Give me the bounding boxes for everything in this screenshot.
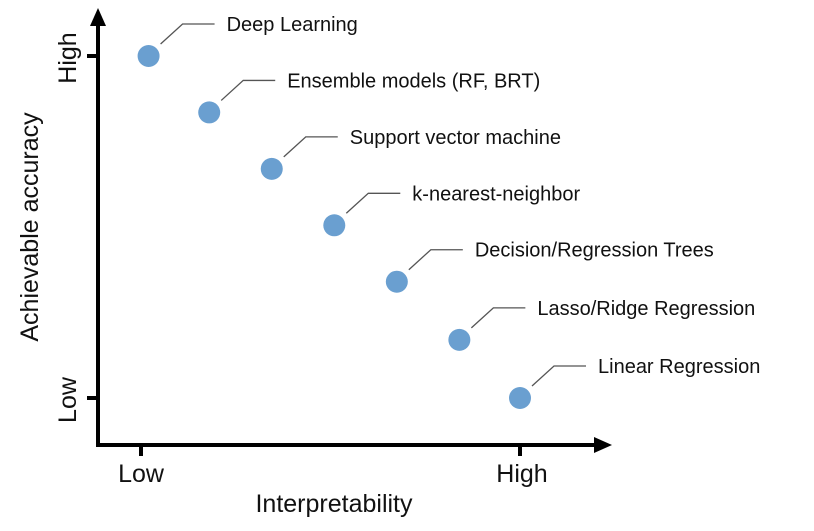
data-point-label: Support vector machine [350, 127, 561, 149]
data-points: Deep Learning Ensemble models (RF, BRT) Su… [137, 14, 760, 409]
ticks [87, 54, 522, 456]
y-axis-arrow [90, 8, 106, 26]
x-axis-label: Interpretability [255, 490, 413, 518]
x-tick-high: High [496, 460, 547, 488]
data-point-group: k-nearest-neighbor [323, 183, 581, 237]
data-point-group: Deep Learning [137, 14, 358, 67]
leader-line [160, 23, 215, 45]
y-tick-low: Low [54, 376, 82, 423]
data-point-label: Linear Regression [598, 356, 760, 378]
data-point [385, 270, 408, 293]
leader-line [408, 249, 463, 271]
data-point [448, 328, 471, 351]
data-point-label: k-nearest-neighbor [412, 183, 580, 205]
data-point [198, 101, 221, 124]
x-tick-low: Low [118, 460, 165, 488]
axes [90, 8, 612, 453]
data-point [260, 157, 283, 180]
data-point-group: Lasso/Ridge Regression [448, 298, 755, 351]
data-point [509, 387, 531, 409]
leader-line [220, 79, 276, 101]
data-point-group: Decision/Regression Trees [385, 240, 714, 293]
data-point [137, 45, 160, 67]
y-axis-label: Achievable accuracy [16, 112, 44, 342]
leader-line [345, 192, 401, 214]
data-point-label: Lasso/Ridge Regression [537, 298, 755, 320]
y-tick-high: High [54, 32, 82, 83]
data-point-group: Support vector machine [260, 127, 561, 180]
data-point-label: Ensemble models (RF, BRT) [287, 70, 540, 92]
x-axis-arrow [594, 437, 612, 453]
data-point-label: Decision/Regression Trees [475, 240, 714, 262]
data-point-label: Deep Learning [227, 14, 358, 36]
data-point [323, 214, 346, 237]
data-point-group: Ensemble models (RF, BRT) [198, 70, 540, 124]
leader-line [531, 365, 586, 387]
leader-line [283, 136, 338, 158]
leader-line [470, 307, 526, 329]
data-point-group: Linear Regression [509, 356, 760, 409]
